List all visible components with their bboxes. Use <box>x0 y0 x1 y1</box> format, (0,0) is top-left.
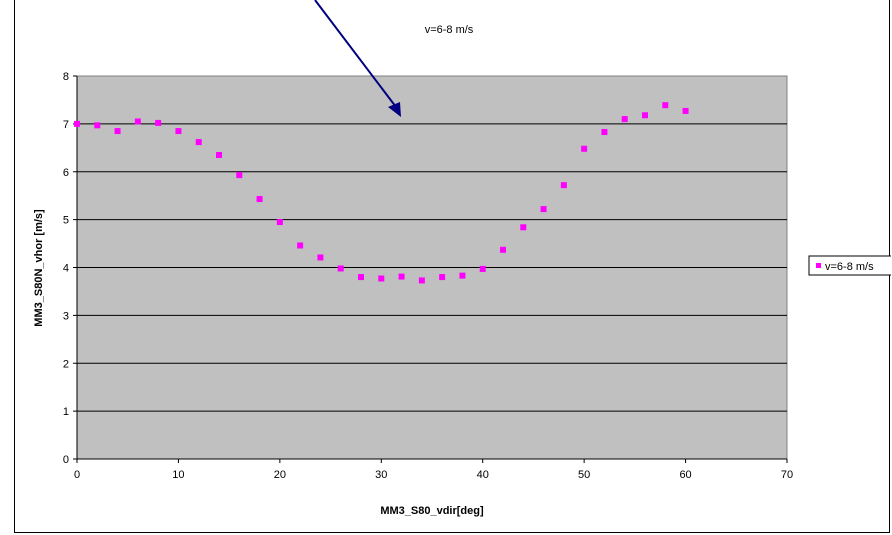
x-tick-label: 0 <box>74 469 80 481</box>
data-point <box>256 196 263 203</box>
legend-label: v=6-8 m/s <box>825 261 874 273</box>
legend-box <box>808 255 891 276</box>
y-axis: 0 1 2 3 4 5 6 7 8 <box>63 71 78 466</box>
x-tick-label: 30 <box>375 469 387 481</box>
y-tick-label: 1 <box>63 406 69 418</box>
x-tick-label: 40 <box>477 469 489 481</box>
data-point <box>540 206 547 213</box>
y-axis-title: MM3_S80N_vhor [m/s] <box>33 209 45 327</box>
data-point <box>459 272 466 279</box>
data-point <box>581 145 588 152</box>
x-tick-label: 60 <box>679 469 691 481</box>
data-point <box>155 119 162 126</box>
data-point <box>439 274 446 281</box>
data-point <box>500 246 506 253</box>
annotation-arrow <box>314 0 401 117</box>
chart-svg: v=6-8 m/s 0 10 20 30 40 50 60 70 0 1 2 3 4 5 6 7 8 MM3_… <box>33 0 891 517</box>
y-tick-label: 8 <box>63 71 69 83</box>
data-series <box>74 102 689 284</box>
data-point <box>317 254 324 261</box>
data-point <box>642 112 648 119</box>
y-tick-label: 6 <box>63 167 69 179</box>
data-point <box>134 118 141 125</box>
x-tick-label: 10 <box>172 469 184 481</box>
data-point <box>94 122 101 129</box>
y-tick-label: 3 <box>63 310 69 322</box>
data-point <box>682 107 689 114</box>
chart-title: v=6-8 m/s <box>425 24 474 36</box>
data-point <box>236 172 243 179</box>
data-point <box>74 120 80 127</box>
x-tick-label: 70 <box>781 469 793 481</box>
data-point <box>520 224 527 231</box>
data-point <box>378 275 385 282</box>
data-point <box>216 151 222 158</box>
x-tick-label: 20 <box>274 469 286 481</box>
y-tick-label: 7 <box>63 119 69 131</box>
data-point <box>114 128 121 135</box>
data-point <box>297 242 304 249</box>
data-point <box>358 274 364 281</box>
x-axis: 0 10 20 30 40 50 60 70 <box>74 458 793 481</box>
data-point <box>479 265 486 272</box>
data-point <box>398 273 405 280</box>
data-point <box>276 219 283 226</box>
data-point <box>195 139 202 146</box>
data-point <box>337 265 344 272</box>
y-tick-label: 2 <box>63 358 69 370</box>
x-tick-label: 50 <box>578 469 590 481</box>
data-point <box>621 116 628 123</box>
y-tick-label: 5 <box>63 215 69 227</box>
legend: v=6-8 m/s <box>808 255 891 276</box>
data-point <box>560 182 567 189</box>
y-tick-label: 0 <box>63 454 69 466</box>
data-point <box>418 277 425 284</box>
chart-area: v=6-8 m/s 0 10 20 30 40 50 60 70 0 1 2 3 4 5 6 7 8 MM3_… <box>14 0 891 533</box>
grid-lines <box>77 123 787 412</box>
data-point <box>175 128 182 135</box>
data-point <box>601 129 608 136</box>
y-tick-label: 4 <box>63 263 69 275</box>
legend-marker <box>816 263 821 268</box>
x-axis-title: MM3_S80_vdir[deg] <box>380 505 484 517</box>
data-point <box>662 102 669 109</box>
